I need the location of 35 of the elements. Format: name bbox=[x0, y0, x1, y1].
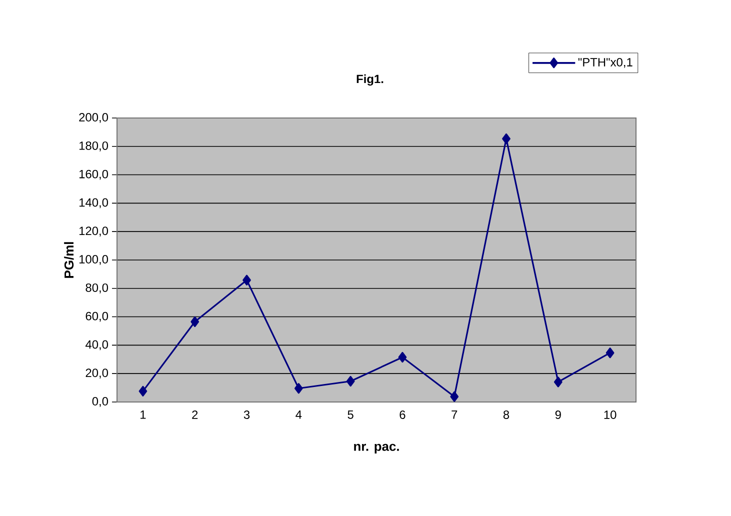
x-tick-label: 8 bbox=[503, 410, 510, 419]
x-tick-label: 3 bbox=[244, 410, 250, 419]
x-tick-label: 7 bbox=[452, 410, 458, 419]
point bbox=[502, 133, 510, 144]
point bbox=[398, 352, 407, 363]
point bbox=[606, 348, 614, 358]
point bbox=[346, 376, 355, 387]
x-tick-label: 5 bbox=[348, 410, 354, 419]
x-tick-label: 6 bbox=[400, 410, 406, 419]
chart-title: Fig1. bbox=[356, 74, 384, 86]
point bbox=[450, 391, 459, 402]
y-tick-label: 80,0 bbox=[86, 283, 108, 294]
y-tick-label: 20,0 bbox=[86, 368, 108, 379]
x-axis-title: nr. pac. bbox=[354, 444, 399, 454]
y-axis-title: PG/ml bbox=[64, 242, 74, 278]
y-tick-label: 180,0 bbox=[79, 141, 108, 152]
x-tick-label: 4 bbox=[296, 410, 302, 419]
point bbox=[138, 386, 148, 396]
y-tick-label: 140,0 bbox=[79, 198, 108, 208]
y-tick-label: 200,0 bbox=[79, 113, 108, 123]
point bbox=[242, 274, 251, 286]
y-tick-label: 100,0 bbox=[79, 255, 108, 265]
y-tick-label: 40,0 bbox=[86, 340, 108, 350]
x-tick-label: 9 bbox=[555, 410, 561, 419]
point bbox=[190, 316, 200, 328]
legend-label: "PTH"x0,1 bbox=[578, 58, 632, 68]
x-tick-label: 1 bbox=[140, 410, 146, 419]
y-tick-label: 0,0 bbox=[92, 397, 108, 407]
point bbox=[294, 383, 303, 394]
x-tick-label: 2 bbox=[192, 410, 198, 419]
point bbox=[554, 376, 562, 388]
y-tick-label: 120,0 bbox=[79, 226, 108, 237]
y-tick-label: 60,0 bbox=[86, 312, 108, 322]
y-tick-label: 160,0 bbox=[79, 170, 108, 180]
x-tick-label: 10 bbox=[604, 410, 616, 419]
